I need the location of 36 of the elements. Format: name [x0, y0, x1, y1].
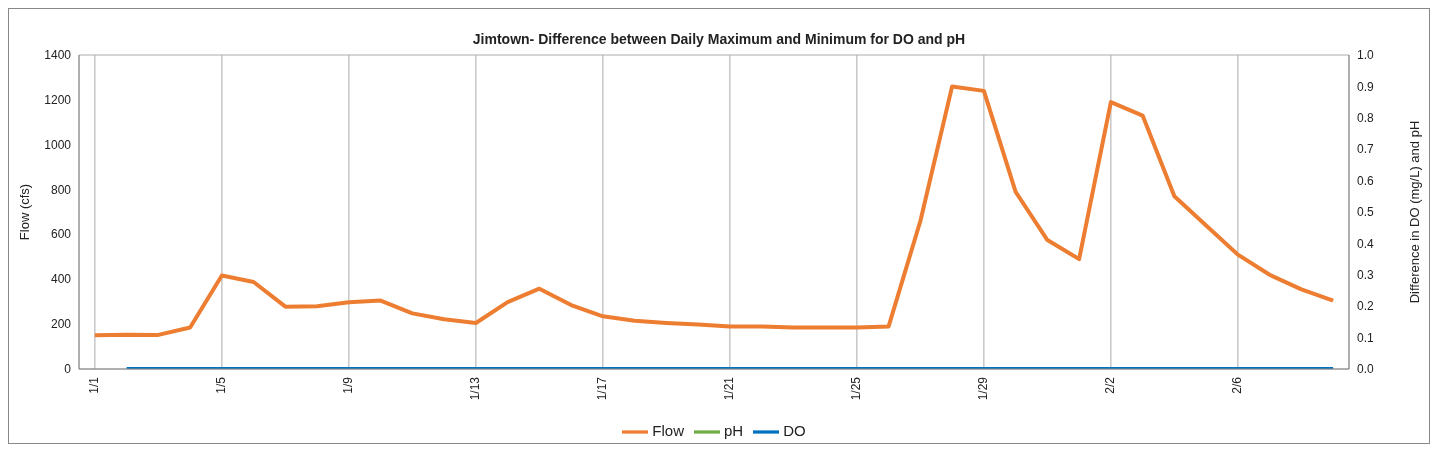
y-tick-label: 400	[50, 272, 72, 287]
y-tick-label: 1200	[44, 92, 72, 107]
x-tick-label: 1/29	[976, 376, 991, 401]
y-tick-label: 600	[50, 227, 72, 242]
y2-axis-title: Difference in DO (mg/L) and pH	[1406, 120, 1422, 304]
chart-title: Jimtown- Difference between Daily Maximum and Minimum for DO and pH	[471, 31, 967, 47]
y2-tick-label: 0.1	[1357, 330, 1375, 345]
y-tick-label: 0	[64, 362, 72, 376]
y-tick-label: 1000	[44, 137, 72, 152]
x-tick-label: 1/25	[849, 376, 864, 401]
y-tick-label: 200	[50, 317, 72, 332]
y2-tick-label: 0.7	[1357, 142, 1375, 157]
y2-tick-label: 0.5	[1357, 205, 1375, 220]
y2-tick-label: 0.8	[1357, 111, 1375, 126]
x-tick-label: 2/2	[1103, 376, 1118, 394]
y2-tick-label: 0.0	[1357, 362, 1375, 377]
y-axis-title: Flow (cfs)	[16, 183, 32, 241]
x-tick-label: 1/17	[595, 376, 610, 401]
legend-label: DO	[783, 421, 806, 439]
y-tick-label: 1400	[44, 48, 72, 62]
y2-tick-label: 0.6	[1357, 173, 1375, 188]
y2-tick-label: 0.9	[1357, 79, 1375, 94]
x-tick-label: 1/21	[722, 376, 737, 401]
x-tick-label: 2/6	[1230, 376, 1245, 394]
y2-tick-label: 0.3	[1357, 268, 1375, 283]
legend-label: Flow	[652, 421, 684, 439]
y-tick-label: 800	[50, 182, 72, 197]
y2-tick-label: 0.2	[1357, 299, 1375, 314]
y2-tick-label: 1.0	[1357, 48, 1375, 63]
x-tick-label: 1/5	[214, 376, 229, 394]
legend-label: pH	[723, 421, 744, 439]
y2-tick-label: 0.4	[1357, 236, 1375, 251]
line-series	[92, 84, 1336, 338]
x-tick-label: 1/13	[468, 376, 483, 401]
x-tick-label: 1/1	[87, 376, 102, 394]
x-tick-label: 1/9	[341, 376, 356, 394]
